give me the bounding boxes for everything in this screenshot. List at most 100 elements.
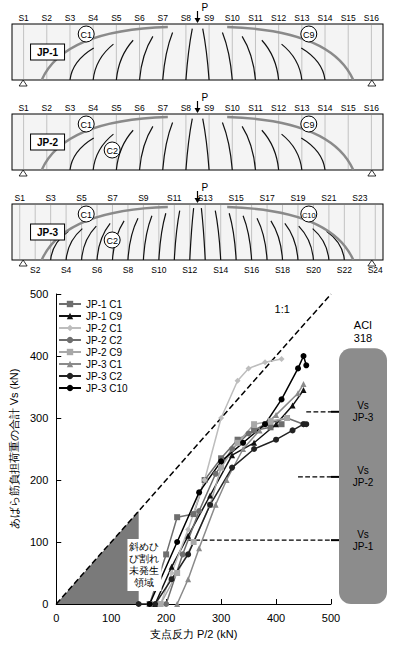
svg-text:P: P [202, 182, 209, 193]
svg-text:S8: S8 [181, 103, 192, 113]
svg-text:S16: S16 [364, 13, 379, 23]
svg-text:JP-2 C2: JP-2 C2 [86, 335, 123, 346]
svg-text:S8: S8 [123, 265, 134, 275]
svg-text:S1: S1 [15, 193, 26, 203]
svg-text:S11: S11 [248, 13, 263, 23]
svg-text:S22: S22 [337, 265, 352, 275]
svg-text:200: 200 [157, 612, 175, 624]
svg-text:JP-1 C9: JP-1 C9 [86, 311, 123, 322]
svg-text:未発生: 未発生 [129, 565, 159, 576]
svg-text:び割れ: び割れ [129, 553, 159, 564]
svg-text:S2: S2 [42, 13, 53, 23]
svg-text:C1: C1 [80, 120, 92, 130]
svg-text:JP-2: JP-2 [353, 477, 374, 488]
svg-text:あばら筋負担荷重の合計 Vs (kN): あばら筋負担荷重の合計 Vs (kN) [8, 369, 20, 530]
svg-text:S13: S13 [294, 103, 309, 113]
svg-text:S12: S12 [182, 265, 197, 275]
svg-text:C9: C9 [303, 120, 315, 130]
svg-text:S3: S3 [65, 103, 76, 113]
svg-text:JP-1: JP-1 [37, 47, 59, 58]
svg-text:400: 400 [267, 612, 285, 624]
svg-text:C2: C2 [106, 146, 118, 156]
svg-text:S14: S14 [317, 13, 332, 23]
svg-text:JP-3 C10: JP-3 C10 [86, 383, 128, 394]
svg-text:S14: S14 [213, 265, 228, 275]
svg-text:0: 0 [53, 612, 59, 624]
svg-text:S5: S5 [76, 193, 87, 203]
svg-text:S11: S11 [248, 103, 263, 113]
svg-text:JP-2 C9: JP-2 C9 [86, 347, 123, 358]
svg-text:S9: S9 [204, 103, 215, 113]
svg-text:JP-3: JP-3 [37, 227, 59, 238]
svg-text:ACI: ACI [354, 319, 372, 331]
svg-text:支点反力 P/2 (kN): 支点反力 P/2 (kN) [150, 628, 237, 640]
svg-text:S21: S21 [321, 193, 336, 203]
svg-text:S6: S6 [92, 265, 103, 275]
svg-text:C10: C10 [302, 211, 316, 220]
svg-text:S15: S15 [229, 193, 244, 203]
svg-text:Vs: Vs [357, 529, 369, 540]
svg-text:500: 500 [30, 288, 48, 300]
svg-text:JP-3 C2: JP-3 C2 [86, 371, 123, 382]
svg-text:JP-1 C1: JP-1 C1 [86, 299, 123, 310]
svg-text:S5: S5 [111, 13, 122, 23]
svg-text:C1: C1 [80, 30, 92, 40]
svg-text:S2: S2 [30, 265, 41, 275]
svg-text:領域: 領域 [134, 577, 154, 588]
svg-text:JP-1: JP-1 [353, 541, 374, 552]
svg-text:JP-3: JP-3 [353, 412, 374, 423]
svg-text:0: 0 [42, 598, 48, 610]
svg-text:1:1: 1:1 [275, 303, 290, 315]
svg-text:S9: S9 [204, 13, 215, 23]
svg-text:S3: S3 [65, 13, 76, 23]
svg-text:S8: S8 [181, 13, 192, 23]
svg-text:318: 318 [354, 332, 372, 344]
svg-text:P: P [202, 92, 209, 103]
svg-text:S11: S11 [167, 193, 182, 203]
svg-text:S4: S4 [88, 13, 99, 23]
svg-text:S20: S20 [306, 265, 321, 275]
svg-text:S23: S23 [352, 193, 367, 203]
svg-text:S18: S18 [275, 265, 290, 275]
svg-text:S16: S16 [244, 265, 259, 275]
svg-text:S10: S10 [225, 13, 240, 23]
svg-text:S1: S1 [18, 103, 29, 113]
svg-text:S15: S15 [341, 103, 356, 113]
svg-text:S6: S6 [134, 13, 145, 23]
svg-text:S5: S5 [111, 103, 122, 113]
svg-text:200: 200 [30, 474, 48, 486]
svg-text:C2: C2 [106, 236, 118, 246]
svg-text:S1: S1 [18, 13, 29, 23]
svg-text:Vs: Vs [357, 465, 369, 476]
svg-text:S13: S13 [294, 13, 309, 23]
svg-text:斜めひ: 斜めひ [129, 541, 159, 552]
svg-text:Vs: Vs [357, 400, 369, 411]
svg-text:S9: S9 [138, 193, 149, 203]
svg-text:C1: C1 [80, 210, 92, 220]
svg-text:100: 100 [102, 612, 120, 624]
svg-text:S7: S7 [158, 103, 169, 113]
svg-text:S3: S3 [45, 193, 56, 203]
svg-text:500: 500 [322, 612, 340, 624]
svg-text:300: 300 [30, 412, 48, 424]
svg-text:S2: S2 [42, 103, 53, 113]
svg-text:S12: S12 [271, 103, 286, 113]
svg-text:C9: C9 [303, 30, 315, 40]
svg-text:JP-2: JP-2 [37, 137, 59, 148]
svg-text:S4: S4 [61, 265, 72, 275]
svg-text:S16: S16 [364, 103, 379, 113]
svg-text:S10: S10 [225, 103, 240, 113]
svg-text:S6: S6 [134, 103, 145, 113]
svg-text:S12: S12 [271, 13, 286, 23]
svg-text:S19: S19 [290, 193, 305, 203]
svg-text:S15: S15 [341, 13, 356, 23]
svg-text:100: 100 [30, 536, 48, 548]
svg-text:JP-3 C1: JP-3 C1 [86, 359, 123, 370]
svg-text:S7: S7 [107, 193, 118, 203]
svg-text:P: P [202, 2, 209, 13]
svg-text:400: 400 [30, 350, 48, 362]
svg-text:S10: S10 [151, 265, 166, 275]
svg-text:300: 300 [212, 612, 230, 624]
svg-text:JP-2 C1: JP-2 C1 [86, 323, 123, 334]
svg-text:S17: S17 [260, 193, 275, 203]
